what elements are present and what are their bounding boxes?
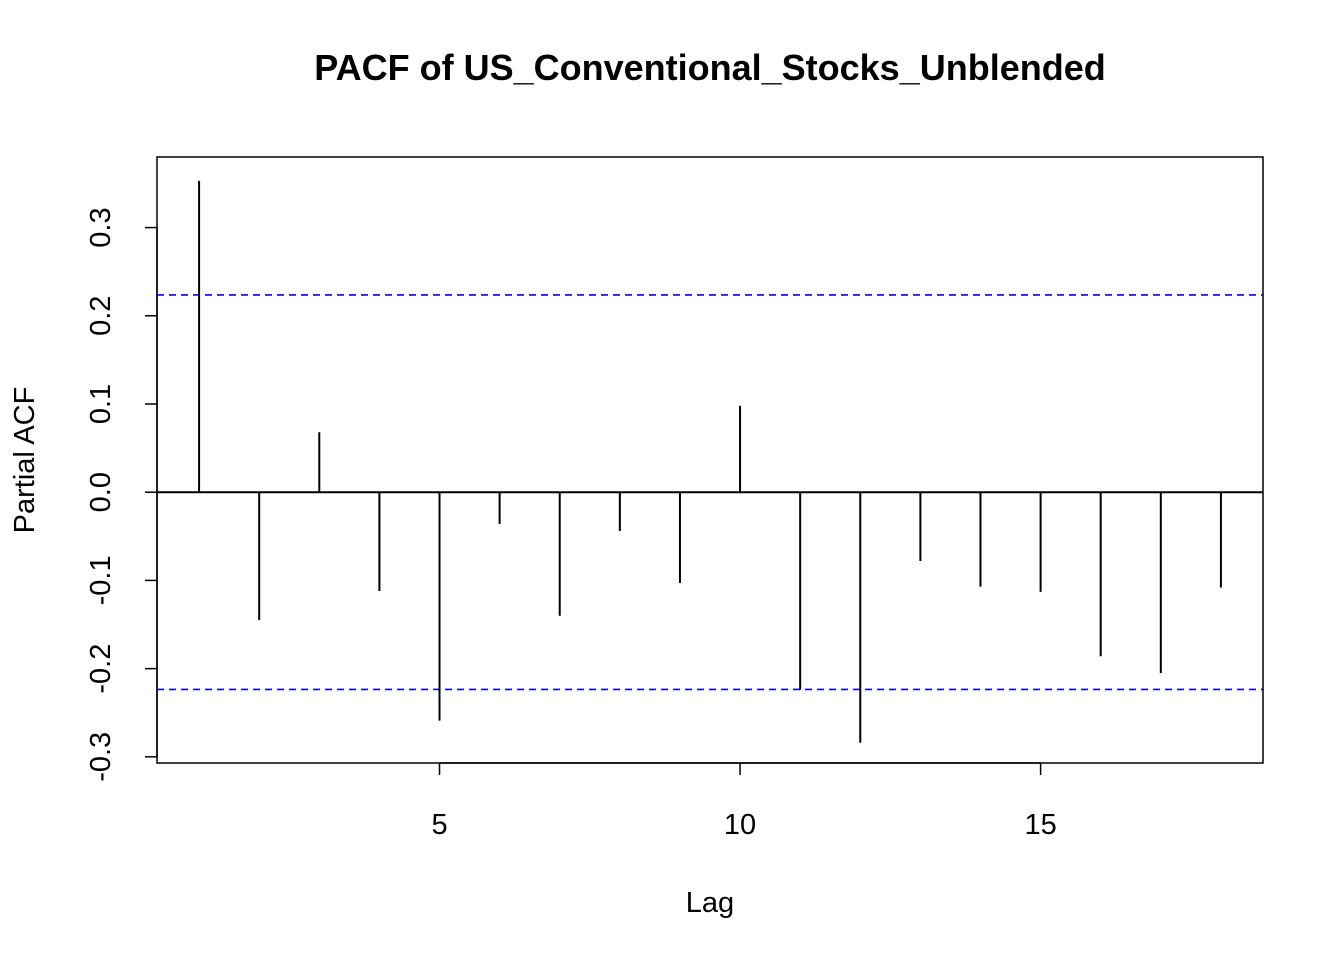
x-axis-label: Lag — [686, 887, 734, 919]
y-tick-label-4: 0.1 — [85, 384, 117, 424]
plot-frame — [156, 156, 1264, 764]
x-tick-label-5: 5 — [431, 809, 447, 841]
plot-area: 5 10 15 -0.3 -0.2 -0.1 0.0 0.1 0.2 0.3 — [85, 180, 1263, 841]
x-tick-label-15: 15 — [1024, 809, 1056, 841]
chart-title: PACF of US_Conventional_Stocks_Unblended — [314, 47, 1105, 88]
y-tick-label-5: 0.2 — [85, 296, 117, 336]
y-tick-label-1: -0.2 — [85, 644, 117, 694]
y-tick-label-0: -0.3 — [85, 732, 117, 782]
y-axis-label: Partial ACF — [9, 387, 41, 534]
y-tick-label-3: 0.0 — [85, 472, 117, 512]
y-tick-label-6: 0.3 — [85, 207, 117, 247]
y-tick-label-2: -0.1 — [85, 555, 117, 605]
x-tick-label-10: 10 — [724, 809, 756, 841]
